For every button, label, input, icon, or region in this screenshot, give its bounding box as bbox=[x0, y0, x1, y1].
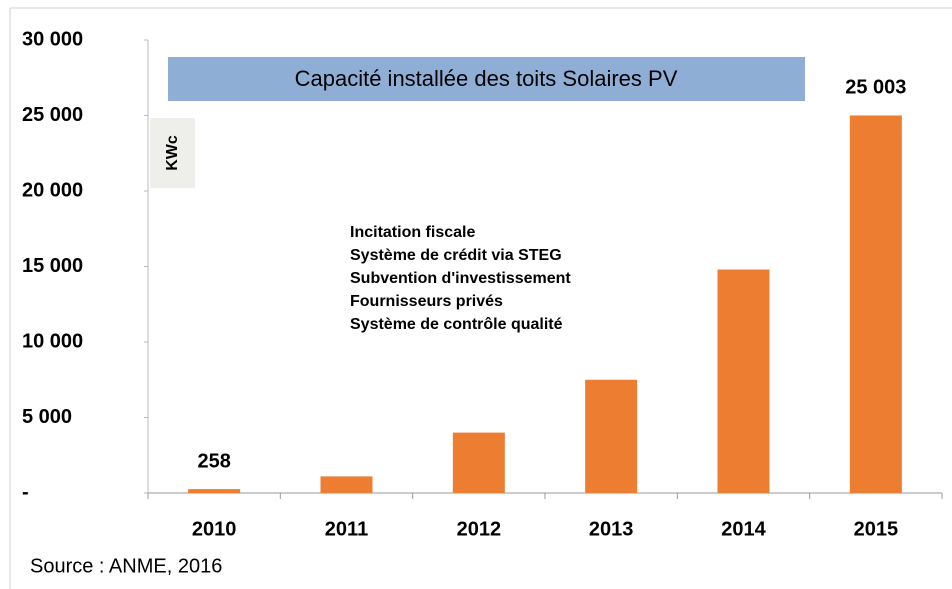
x-tick-label: 2011 bbox=[325, 518, 368, 540]
annotation-list: Incitation fiscale Système de crédit via … bbox=[350, 224, 571, 333]
x-tick-label: 2015 bbox=[854, 518, 899, 540]
annotation: Système de crédit via STEG bbox=[350, 247, 562, 264]
y-tick-label: 20 000 bbox=[22, 179, 83, 201]
x-tick-label: 2013 bbox=[589, 518, 634, 540]
y-axis-label: KWc bbox=[164, 135, 181, 171]
y-tick-label: 10 000 bbox=[22, 330, 83, 352]
data-label: 258 bbox=[197, 450, 230, 472]
data-label: 25 003 bbox=[845, 77, 906, 99]
bar bbox=[849, 115, 902, 493]
y-tick-label: 30 000 bbox=[22, 28, 83, 50]
y-tick-label: - bbox=[22, 481, 29, 503]
annotation: Subvention d'investissement bbox=[350, 270, 571, 287]
y-tick-label: 15 000 bbox=[22, 255, 83, 277]
bar bbox=[585, 379, 638, 493]
title-box bbox=[168, 57, 805, 101]
source: Source : ANME, 2016 bbox=[30, 555, 222, 577]
annotation: Fournisseurs privés bbox=[350, 293, 503, 310]
unit-box bbox=[150, 118, 195, 188]
y-tick-label: 25 000 bbox=[22, 104, 83, 126]
bar bbox=[452, 432, 505, 493]
bar bbox=[320, 476, 373, 493]
annotation: Incitation fiscale bbox=[350, 224, 475, 241]
x-tick-label: 2014 bbox=[721, 518, 766, 540]
chart-title: Capacité installée des toits Solaires PV bbox=[295, 66, 678, 91]
x-tick-label: 2010 bbox=[192, 518, 237, 540]
y-tick-label: 5 000 bbox=[22, 406, 72, 428]
bar bbox=[717, 269, 770, 493]
annotation: Système de contrôle qualité bbox=[350, 316, 563, 333]
bar bbox=[188, 489, 241, 493]
x-tick-label: 2012 bbox=[457, 518, 502, 540]
